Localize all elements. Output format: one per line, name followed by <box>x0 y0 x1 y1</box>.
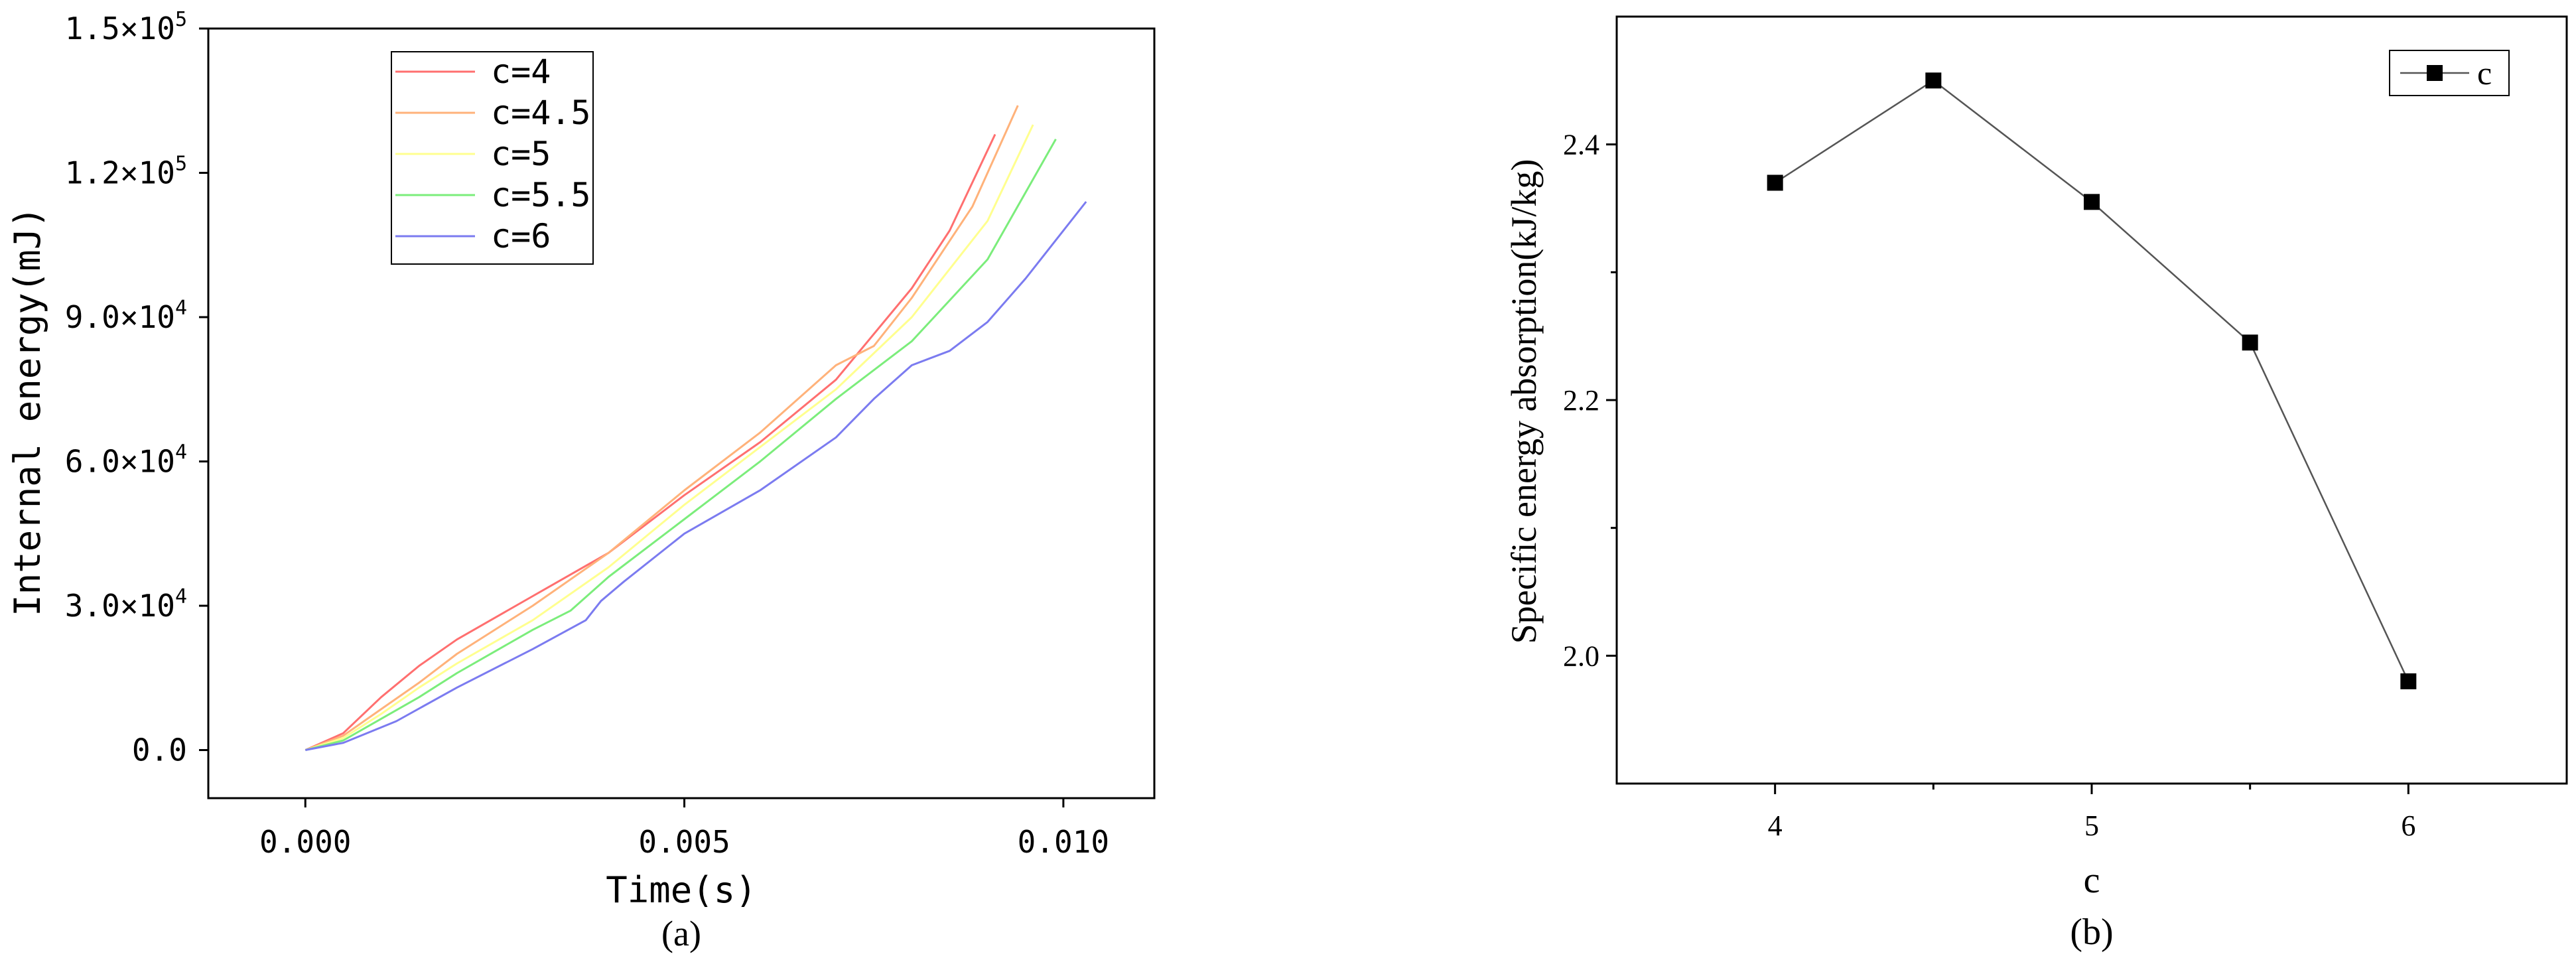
chart-a-y-tick-label: 9.0×104 <box>65 297 187 335</box>
chart-a-y-tick-label: 3.0×104 <box>65 585 187 624</box>
chart-a-y-tick-label: 0.0 <box>132 732 187 768</box>
chart-a-series-line <box>305 139 1057 751</box>
chart-a-y-tick-label: 1.2×105 <box>65 153 187 191</box>
chart-a-x-tick-label: 0.000 <box>259 824 351 860</box>
chart-a-legend-label: c=4 <box>491 52 551 91</box>
chart-a-legend: c=4c=4.5c=5c=5.5c=6 <box>391 51 594 265</box>
chart-b-data-point <box>1767 174 1783 191</box>
chart-a-panel-label: (a) <box>661 914 701 953</box>
chart-a: 0.000 0.005 0.010 0.0 3.0×104 6.0×104 9.0×104… <box>7 8 1156 953</box>
chart-b-x-tick-label: 5 <box>2084 809 2099 842</box>
chart-b-x-tick-label: 6 <box>2401 809 2415 842</box>
chart-b-ylabel: Specific energy absorption(kJ/kg) <box>1504 159 1544 644</box>
chart-b: 4 5 6 2.0 2.2 2.4 c (b) Specific energy abso… <box>1504 15 2568 953</box>
chart-a-x-tick-label: 0.010 <box>1018 824 1109 860</box>
chart-b-legend-marker <box>2427 65 2443 81</box>
chart-a-legend-label: c=5.5 <box>491 176 591 214</box>
chart-b-legend-label: c <box>2477 54 2492 92</box>
chart-a-legend-label: c=5 <box>491 135 551 173</box>
chart-a-xlabel: Time(s) <box>606 869 757 911</box>
chart-b-data-point <box>2400 673 2417 689</box>
chart-a-legend-box <box>391 51 594 265</box>
chart-a-plot-frame <box>207 27 1156 799</box>
chart-a-x-tick-label: 0.005 <box>638 824 730 860</box>
chart-a-series-line <box>305 201 1087 751</box>
chart-b-data-point <box>1925 72 1942 89</box>
chart-b-y-tick-label: 2.4 <box>1563 129 1599 161</box>
chart-a-ylabel: Internal energy(mJ) <box>7 206 48 616</box>
chart-b-data-point <box>2084 194 2100 210</box>
chart-b-y-tick-label: 2.2 <box>1563 384 1599 417</box>
chart-a-legend-label: c=6 <box>491 217 551 255</box>
chart-b-data-point <box>2242 334 2258 351</box>
chart-a-legend-label: c=4.5 <box>491 94 591 132</box>
chart-b-legend: c <box>2389 50 2510 96</box>
chart-a-series-line <box>305 124 1034 751</box>
chart-b-x-tick-label: 4 <box>1768 809 1783 842</box>
chart-a-series-line <box>305 105 1019 751</box>
chart-b-y-tick-label: 2.0 <box>1563 640 1599 672</box>
chart-a-y-tick-label: 1.5×105 <box>65 8 187 46</box>
chart-a-y-tick-label: 6.0×104 <box>65 441 187 480</box>
chart-b-xlabel: c <box>2084 860 2100 901</box>
chart-b-panel-label: (b) <box>2070 912 2113 953</box>
